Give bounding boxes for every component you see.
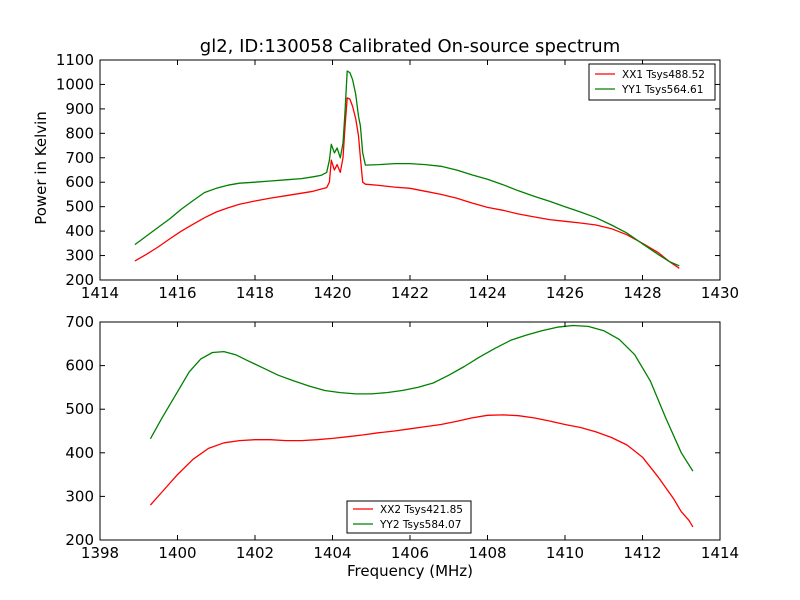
bottom-plot-frame: [99, 321, 721, 541]
top-chart: gl2, ID:130058 Calibrated On-source spec…: [32, 36, 739, 302]
bottom-legend: XX2 Tsys421.85 YY2 Tsys584.07: [346, 500, 472, 534]
top-legend-label-xx1: XX1 Tsys488.52: [622, 69, 705, 81]
top-y-tick-label: 200: [65, 271, 94, 289]
top-series-line-2: [134, 70, 680, 267]
top-series-layer: [134, 70, 680, 269]
top-x-tick-label: 1430: [701, 284, 739, 302]
top-y-tick-label: 900: [65, 100, 94, 118]
bottom-ticks-layer: 1398 1400 1402 1404 1406 1408 1410 1412 1414 200 3…: [65, 313, 739, 562]
bottom-y-tick-label: 300: [65, 487, 94, 505]
bottom-y-tick-label: 500: [65, 400, 94, 418]
bottom-legend-label-yy2: YY2 Tsys584.07: [379, 519, 461, 531]
top-y-tick-label: 1100: [56, 51, 94, 69]
bottom-x-tick-label: 1408: [468, 544, 506, 562]
bottom-x-tick-label: 1414: [701, 544, 739, 562]
top-y-tick-label: 400: [65, 222, 94, 240]
top-plot-frame: [99, 59, 721, 281]
top-legend-box: [588, 63, 716, 101]
top-y-tick-label: 700: [65, 149, 94, 167]
top-x-tick-label: 1424: [468, 284, 506, 302]
top-y-tick-label: 600: [65, 173, 94, 191]
top-x-tick-label: 1420: [313, 284, 351, 302]
top-x-tick-label: 1426: [546, 284, 584, 302]
bottom-x-tick-label: 1404: [313, 544, 351, 562]
top-x-tick-label: 1422: [391, 284, 429, 302]
top-series-line-1: [134, 97, 680, 269]
bottom-y-tick-label: 400: [65, 444, 94, 462]
top-y-tick-label: 1000: [56, 75, 94, 93]
top-y-tick-label: 800: [65, 124, 94, 142]
bottom-x-tick-label: 1412: [623, 544, 661, 562]
bottom-chart-x-axis-label: Frequency (MHz): [347, 562, 473, 580]
top-chart-y-axis-label: Power in Kelvin: [32, 111, 50, 225]
bottom-series-line-2: [149, 324, 694, 472]
bottom-chart: Frequency (MHz) 1398 1400 1402 1404 1406 1408…: [65, 313, 739, 580]
bottom-y-tick-label: 700: [65, 313, 94, 331]
bottom-series-layer: [149, 324, 694, 528]
top-chart-title: gl2, ID:130058 Calibrated On-source spec…: [200, 36, 620, 57]
top-legend-label-yy1: YY1 Tsys564.61: [621, 84, 703, 96]
bottom-x-tick-label: 1400: [158, 544, 196, 562]
top-y-tick-label: 500: [65, 198, 94, 216]
top-legend: XX1 Tsys488.52 YY1 Tsys564.61: [588, 63, 716, 101]
top-x-tick-label: 1428: [623, 284, 661, 302]
bottom-x-tick-label: 1406: [391, 544, 429, 562]
bottom-legend-box: [346, 500, 472, 534]
top-x-tick-label: 1418: [236, 284, 274, 302]
bottom-y-tick-label: 600: [65, 357, 94, 375]
bottom-series-line-1: [149, 414, 694, 528]
top-ticks-layer: 1414 1416 1418 1420 1422 1424 1426 1428 1430 200 3…: [56, 51, 739, 302]
top-y-tick-label: 300: [65, 247, 94, 265]
bottom-x-tick-label: 1398: [81, 544, 119, 562]
bottom-x-tick-label: 1410: [546, 544, 584, 562]
bottom-legend-label-xx2: XX2 Tsys421.85: [380, 504, 463, 516]
bottom-y-tick-label: 200: [65, 531, 94, 549]
top-x-tick-label: 1414: [81, 284, 119, 302]
top-x-tick-label: 1416: [158, 284, 196, 302]
bottom-x-tick-label: 1402: [236, 544, 274, 562]
